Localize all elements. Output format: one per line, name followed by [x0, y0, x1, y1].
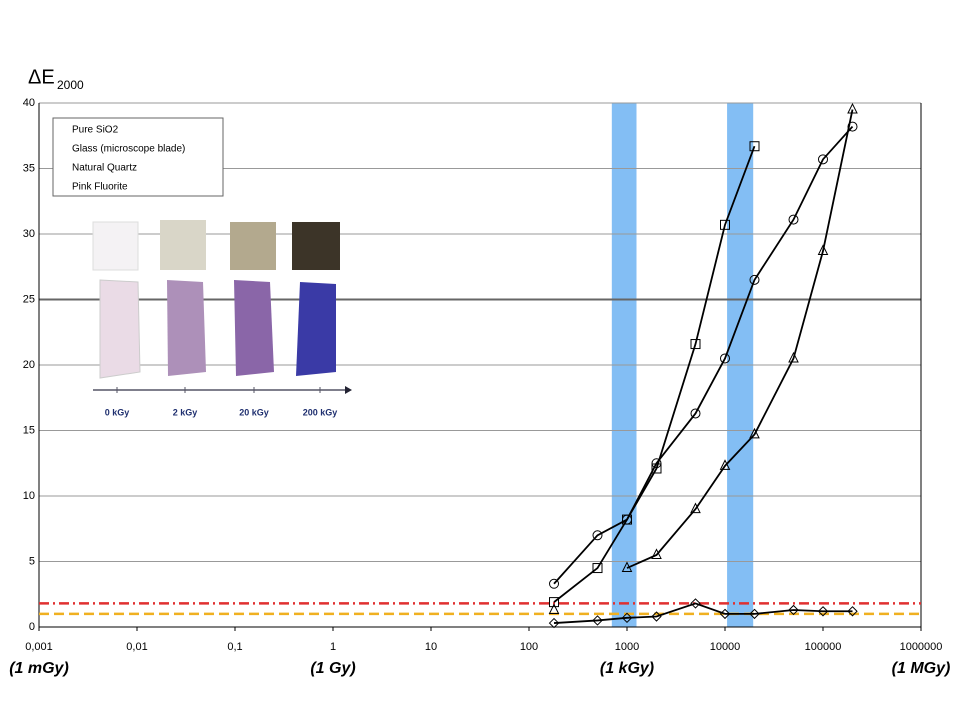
legend-label: Glass (microscope blade) — [72, 144, 185, 155]
inset-label: 200 kGy — [303, 407, 338, 417]
x-tick-label: 100 — [520, 641, 538, 653]
dose-annotation: (1 Gy) — [310, 660, 355, 677]
legend-label: Natural Quartz — [72, 163, 137, 174]
x-tick-label: 10000 — [710, 641, 741, 653]
y-axis-label-sub: 2000 — [57, 78, 84, 92]
y-tick-label: 5 — [29, 555, 35, 567]
sample-photo — [230, 222, 276, 270]
x-tick-label: 0,1 — [227, 641, 242, 653]
legend-label: Pure SiO2 — [72, 125, 119, 136]
sample-photo — [296, 282, 336, 376]
legend: Pure SiO2 Glass (microscope blade) Natural… — [53, 118, 223, 196]
sample-photo — [167, 280, 206, 376]
x-tick-label: 1000 — [615, 641, 639, 653]
x-tick-label: 10 — [425, 641, 437, 653]
chart: ΔE 2000 Insect EradicationFungi's disinf… — [0, 0, 963, 723]
y-tick-label: 15 — [23, 424, 35, 436]
sample-photo — [292, 222, 340, 270]
sample-photo — [100, 280, 140, 378]
x-tick-label: 1000000 — [900, 641, 943, 653]
dose-annotation: (1 MGy) — [892, 660, 951, 677]
y-tick-label: 35 — [23, 162, 35, 174]
sample-photo — [234, 280, 274, 376]
sample-photo — [93, 222, 138, 270]
legend-label: Pink Fluorite — [72, 182, 128, 193]
y-tick-label: 40 — [23, 97, 35, 109]
x-tick-label: 1 — [330, 641, 336, 653]
y-tick-label: 25 — [23, 293, 35, 305]
inset-label: 2 kGy — [173, 407, 198, 417]
dose-annotation: (1 mGy) — [9, 660, 69, 677]
y-tick-label: 30 — [23, 228, 35, 240]
x-tick-label: 100000 — [805, 641, 842, 653]
y-tick-label: 10 — [23, 490, 35, 502]
x-tick-label: 0,01 — [126, 641, 147, 653]
y-axis-label: ΔE — [28, 66, 55, 88]
dose-annotation: (1 kGy) — [600, 660, 654, 677]
x-tick-label: 0,001 — [25, 641, 53, 653]
inset-label: 0 kGy — [105, 407, 130, 417]
y-tick-label: 20 — [23, 359, 35, 371]
y-tick-label: 0 — [29, 621, 35, 633]
sample-photo — [160, 220, 206, 270]
inset-label: 20 kGy — [239, 407, 269, 417]
